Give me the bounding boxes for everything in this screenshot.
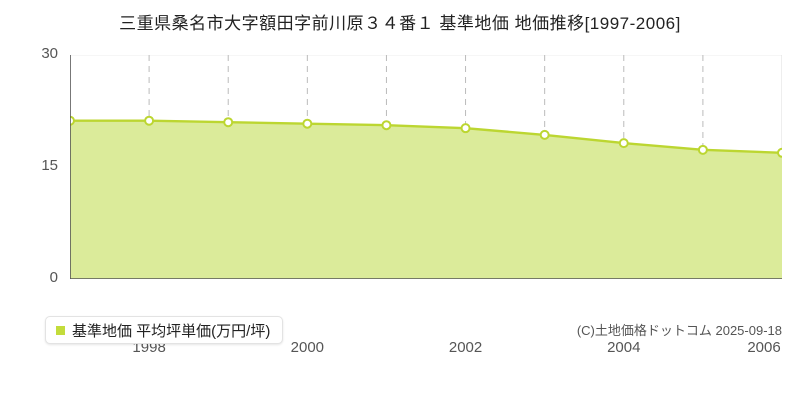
legend-color-swatch-icon: [56, 325, 65, 335]
y-tick-label-30: 30: [41, 45, 58, 62]
x-tick-label-2004: 2004: [607, 339, 641, 356]
data-point-2001: [381, 120, 392, 131]
chart-legend[interactable]: 基準地価 平均坪単価(万円/坪): [45, 316, 284, 344]
series-area-fill: [70, 120, 782, 279]
series-line: [70, 119, 782, 155]
series-data-point-markers: [70, 115, 782, 158]
chart-plot-svg: [70, 55, 782, 279]
data-point-2006: [777, 147, 782, 158]
x-tick-label-2006: 2006: [747, 339, 781, 356]
plot-area: 0 15 30 1998 2000 2002 2004 2006: [41, 45, 782, 356]
chart-title: 三重県桑名市大字額田字前川原３４番１ 基準地価 地価推移[1997-2006]: [119, 14, 681, 33]
data-point-1997: [70, 115, 75, 126]
y-tick-label-15: 15: [41, 157, 58, 174]
data-point-2000: [302, 118, 313, 129]
data-point-2003: [539, 129, 550, 140]
data-point-2004: [618, 138, 629, 149]
x-tick-label-2002: 2002: [448, 339, 483, 356]
data-point-1999: [223, 117, 234, 128]
y-tick-label-0: 0: [49, 269, 58, 286]
data-point-1998: [144, 115, 155, 126]
data-point-2002: [460, 123, 471, 134]
x-tick-label-2000: 2000: [290, 339, 325, 356]
legend-label: 基準地価 平均坪単価(万円/坪): [72, 322, 271, 340]
data-point-2005: [697, 144, 708, 155]
copyright-credit: (C)土地価格ドットコム 2025-09-18: [576, 323, 782, 338]
